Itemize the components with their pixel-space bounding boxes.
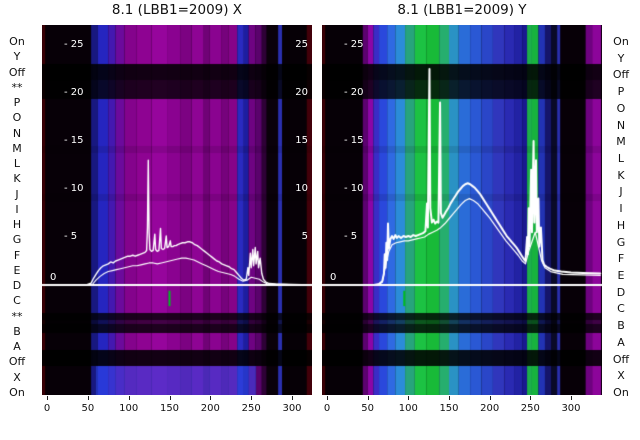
x-tick-mark — [448, 396, 450, 400]
heatmap-plot-y — [322, 25, 602, 395]
y-zero-label: 0 — [330, 272, 337, 283]
row-label: O — [616, 101, 626, 115]
y-tick-label-right: 20 — [295, 87, 308, 98]
row-label: X — [13, 370, 21, 384]
row-label: On — [613, 35, 629, 48]
row-label: X — [617, 369, 625, 383]
row-label: Off — [612, 352, 630, 366]
row-label: H — [616, 218, 626, 232]
x-tick-label: 0 — [323, 403, 331, 414]
y-tick-label: - 5 — [344, 231, 358, 242]
row-label: J — [15, 187, 19, 201]
x-tick-label: 300 — [282, 403, 302, 414]
x-tick-label: 0 — [43, 403, 51, 414]
row-label: E — [617, 269, 625, 282]
y-tick-label: - 5 — [64, 231, 78, 242]
y-tick-label-right: 25 — [295, 39, 308, 50]
x-tick-label: 250 — [241, 403, 261, 414]
x-tick-mark — [327, 396, 328, 400]
x-tick-mark — [251, 396, 253, 400]
row-label: On — [613, 386, 629, 399]
heatmap-plot-x — [42, 25, 312, 395]
x-tick-label: 150 — [159, 403, 180, 414]
x-tick-label: 150 — [439, 403, 459, 414]
row-label: Off — [8, 65, 26, 79]
row-label: O — [12, 111, 22, 125]
y-tick-label: - 20 — [344, 87, 364, 98]
x-tick-label: 300 — [561, 403, 581, 414]
row-label: On — [9, 35, 25, 48]
row-label: B — [617, 319, 625, 333]
x-tick-mark — [128, 396, 130, 400]
x-tick-label: 200 — [480, 403, 500, 414]
y-tick-label: - 10 — [344, 183, 364, 194]
row-label: C — [617, 302, 625, 316]
row-label: K — [13, 172, 21, 186]
y-zero-label: 0 — [50, 272, 57, 283]
y-tick-label: - 15 — [344, 135, 364, 146]
row-label: On — [9, 386, 25, 399]
row-label: L — [617, 152, 625, 165]
x-tick-mark — [87, 396, 89, 400]
y-tick-label: - 25 — [344, 39, 364, 50]
y-tick-label: - 10 — [64, 183, 84, 194]
x-tick-label: 50 — [81, 403, 95, 414]
row-label: G — [12, 233, 22, 247]
y-tick-label-right: 5 — [301, 231, 308, 242]
x-tick-mark — [408, 396, 410, 400]
plot-y-title: 8.1 (LBB1=2009) Y — [397, 2, 527, 18]
row-label: P — [13, 96, 21, 110]
row-label: ** — [11, 309, 23, 323]
x-tick-mark — [169, 396, 171, 400]
y-tick-label-right: 15 — [295, 135, 308, 146]
row-label: I — [15, 202, 19, 216]
row-label: M — [616, 135, 626, 149]
x-tick-label: 100 — [119, 403, 139, 414]
y-tick-label: - 25 — [64, 39, 84, 50]
row-label: A — [617, 335, 625, 349]
row-label: F — [617, 252, 625, 266]
row-label: E — [13, 263, 21, 277]
y-tick-label: - 20 — [64, 87, 84, 98]
row-label: J — [619, 185, 623, 199]
row-label: I — [619, 202, 623, 216]
y-tick-label: - 15 — [64, 135, 84, 146]
row-label: H — [12, 218, 22, 232]
x-tick-mark — [530, 396, 532, 400]
x-tick-mark — [489, 396, 491, 400]
row-label: Y — [13, 50, 21, 64]
row-label: F — [13, 248, 21, 262]
row-label: Off — [612, 68, 630, 82]
x-tick-label: 100 — [398, 403, 418, 414]
row-label: B — [13, 324, 21, 338]
row-label: N — [12, 126, 22, 140]
x-tick-label: 250 — [520, 403, 540, 414]
x-tick-mark — [367, 396, 369, 400]
x-tick-label: 200 — [200, 403, 220, 414]
row-label: C — [13, 294, 21, 308]
row-label: M — [12, 141, 22, 155]
x-tick-mark — [47, 396, 48, 400]
x-tick-mark — [210, 396, 212, 400]
y-tick-label-right: 10 — [295, 183, 308, 194]
row-label: ** — [11, 80, 23, 94]
row-label: D — [616, 285, 626, 299]
row-label: D — [12, 279, 22, 293]
plot-x-title: 8.1 (LBB1=2009) X — [111, 2, 243, 18]
row-label: Y — [617, 51, 625, 65]
row-label: Off — [8, 355, 26, 369]
row-label: G — [616, 235, 626, 249]
row-label: A — [13, 340, 21, 354]
x-tick-mark — [570, 396, 572, 400]
row-label: N — [616, 118, 626, 132]
x-tick-label: 50 — [361, 403, 375, 414]
row-label: L — [13, 157, 21, 171]
row-label: P — [617, 85, 625, 99]
row-label: K — [617, 168, 625, 182]
x-tick-mark — [292, 396, 293, 400]
